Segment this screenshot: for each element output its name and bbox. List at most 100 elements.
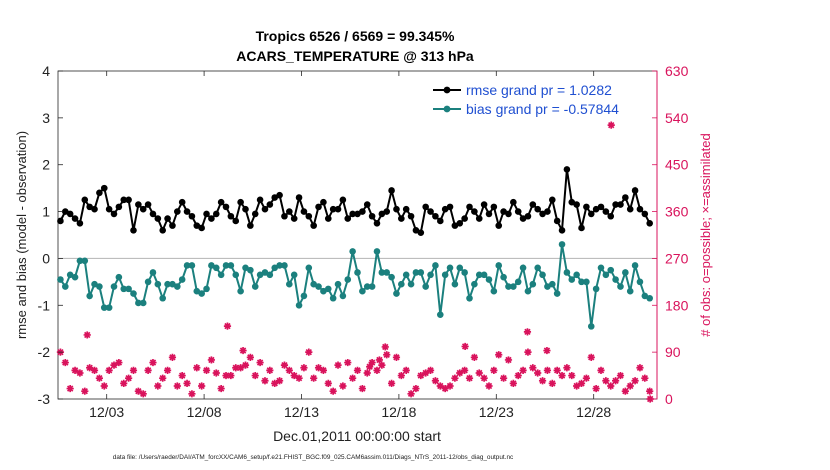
bias-point: [286, 280, 293, 288]
obs-count-marker: [602, 377, 610, 385]
rmse-point: [402, 205, 410, 213]
obs-count-marker: [456, 369, 464, 377]
bias-point: [159, 294, 167, 302]
obs-count-marker: [626, 382, 634, 390]
obs-count-marker: [480, 374, 488, 382]
bias-point: [378, 269, 386, 276]
obs-count-marker: [381, 343, 389, 351]
bias-point: [480, 271, 488, 279]
obs-count-marker: [616, 371, 625, 380]
obs-count-marker: [446, 382, 454, 390]
rmse-point: [178, 198, 186, 206]
bias-point: [120, 285, 128, 293]
obs-count-marker: [451, 374, 459, 382]
obs-count-marker: [81, 387, 89, 395]
rmse-point: [383, 208, 391, 215]
obs-count-marker: [607, 382, 615, 390]
rmse-point: [144, 201, 152, 208]
rmse-point: [436, 217, 444, 225]
bias-point: [339, 292, 347, 300]
obs-count-marker: [237, 364, 245, 372]
obs-count-marker: [573, 382, 581, 390]
rmse-point: [295, 194, 303, 201]
bias-point: [466, 294, 473, 302]
rmse-point: [626, 205, 634, 213]
obs-count-marker: [178, 371, 186, 380]
y-tick-label: -1: [38, 297, 51, 313]
rmse-point: [125, 196, 132, 204]
bias-point: [305, 264, 313, 272]
x-tick-label: 12/03: [89, 404, 124, 420]
obs-count-marker: [353, 366, 362, 374]
obs-count-marker: [392, 353, 401, 361]
rmse-point: [466, 203, 473, 211]
y-tick-label: -2: [38, 344, 51, 360]
rmse-point: [198, 224, 205, 232]
bias-point: [368, 283, 376, 290]
bias-point: [125, 285, 132, 293]
y2-axis-label: # of obs: o=possible; ×=assimilated: [698, 133, 713, 336]
obs-count-marker: [193, 364, 201, 372]
rmse-point: [310, 222, 317, 229]
rmse-point: [203, 210, 210, 218]
obs-count-marker: [86, 364, 94, 372]
obs-count-marker: [207, 356, 216, 364]
rmse-point: [446, 203, 454, 211]
rmse-point: [120, 196, 128, 204]
rmse-point: [456, 219, 464, 227]
bias-point: [96, 283, 103, 290]
bias-point: [578, 278, 585, 286]
rmse-point: [105, 205, 113, 213]
bias-point: [217, 271, 225, 279]
obs-count-marker: [607, 121, 615, 129]
bias-point: [232, 271, 240, 279]
obs-count-marker: [465, 374, 474, 382]
y2-tick-label: 0: [665, 391, 673, 407]
y-tick-label: 3: [42, 110, 50, 126]
bias-point: [402, 271, 410, 279]
obs-count-marker: [344, 358, 352, 367]
rmse-point: [169, 222, 176, 229]
bias-point: [57, 276, 64, 283]
obs-count-marker: [378, 361, 386, 369]
obs-count-marker: [163, 366, 172, 374]
obs-count-marker: [523, 328, 532, 336]
x-tick-label: 12/08: [187, 404, 222, 420]
rmse-point: [71, 215, 79, 222]
x-tick-label: 12/13: [284, 404, 319, 420]
rmse-point: [66, 210, 74, 218]
obs-count-marker: [534, 369, 542, 377]
rmse-point: [91, 205, 98, 213]
bias-point: [631, 262, 639, 269]
bias-point: [149, 269, 157, 276]
obs-count-marker: [426, 366, 435, 374]
obs-count-marker: [475, 369, 483, 377]
obs-count-marker: [305, 348, 313, 356]
bias-point: [534, 264, 541, 272]
obs-count-marker: [358, 384, 366, 393]
obs-count-marker: [271, 379, 279, 387]
rmse-point: [300, 208, 308, 215]
bias-point: [422, 283, 429, 290]
obs-count-marker: [246, 353, 254, 361]
rmse-point: [76, 219, 84, 227]
bias-point: [105, 304, 113, 311]
y-tick-label: -3: [38, 391, 51, 407]
bias-point: [135, 299, 142, 307]
obs-count-marker: [339, 382, 347, 390]
rmse-point: [495, 222, 503, 229]
obs-count-marker: [646, 395, 654, 403]
bias-point: [553, 290, 561, 297]
obs-count-marker: [422, 369, 430, 377]
bias-point: [139, 299, 147, 307]
bias-point: [315, 283, 322, 290]
rmse-point: [373, 219, 381, 227]
bias-point: [519, 264, 527, 272]
bias-point: [597, 264, 605, 272]
obs-markers-group: [56, 121, 654, 403]
rmse-point: [471, 208, 478, 215]
rmse-point: [475, 215, 483, 222]
rmse-point: [461, 215, 468, 222]
bias-point: [344, 276, 352, 283]
bias-point: [324, 285, 332, 293]
